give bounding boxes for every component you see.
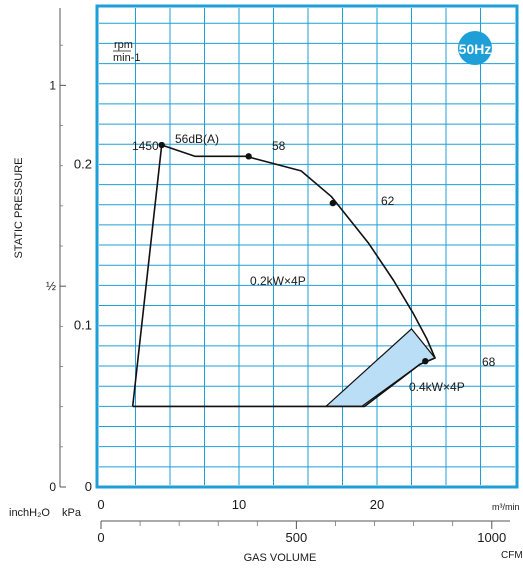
label-62: 62 (381, 194, 395, 208)
rpm-unit: rpm (114, 39, 133, 51)
outer-y-tick-label: ½ (46, 279, 56, 293)
cfm-tick-label: 500 (286, 530, 308, 545)
x-tick-label: 20 (370, 497, 384, 512)
inner-y-unit: kPa (62, 507, 82, 519)
series-0.2kw-envelope (131, 144, 436, 408)
min-unit: min-1 (113, 52, 141, 64)
badge-circle (458, 31, 492, 65)
point-1450 (158, 141, 165, 149)
y-axis-title: STATIC PRESSURE (13, 157, 25, 258)
label-68: 68 (482, 355, 496, 369)
outer-y-ticks: 0 ½ 1 (46, 44, 66, 494)
series-label-0.4kw: 0.4kW×4P (409, 380, 465, 394)
y-tick-label: 0.2 (74, 156, 92, 171)
x-tick-label: 10 (232, 497, 246, 512)
inner-x-unit: m³/min (492, 502, 520, 512)
cfm-tick-label: 0 (97, 530, 104, 545)
cfm-axis-ticks: 0 500 1000 (97, 521, 506, 545)
outer-y-unit: inchH₂O (9, 507, 50, 519)
series-label-0.2kw: 0.2kW×4P (250, 274, 306, 288)
x-tick-label: 0 (97, 497, 104, 512)
inner-y-tick-labels: 0 0.1 0.2 (74, 156, 92, 494)
plot-frame (95, 4, 519, 489)
label-58: 58 (272, 139, 286, 153)
point-58 (245, 153, 252, 160)
label-56db: 56dB(A) (175, 132, 219, 146)
point-68 (422, 357, 429, 365)
y-tick-label: 0 (85, 479, 92, 494)
plot-grid (99, 8, 515, 485)
frequency-badge: 50Hz (458, 31, 492, 65)
point-62 (329, 199, 337, 207)
outer-y-tick-label: 1 (49, 78, 56, 92)
cfm-unit: CFM (501, 550, 523, 561)
y-tick-label: 0.1 (74, 318, 92, 333)
badge-text: 50Hz (459, 41, 492, 57)
inner-x-tick-labels: 0 10 20 (97, 497, 384, 512)
label-1450: 1450 (132, 139, 159, 153)
cfm-tick-label: 1000 (477, 530, 506, 545)
speed-unit-label: rpm min-1 (113, 39, 141, 64)
x-axis-title: GAS VOLUME (244, 552, 317, 564)
outer-y-tick-label: 0 (49, 480, 56, 494)
